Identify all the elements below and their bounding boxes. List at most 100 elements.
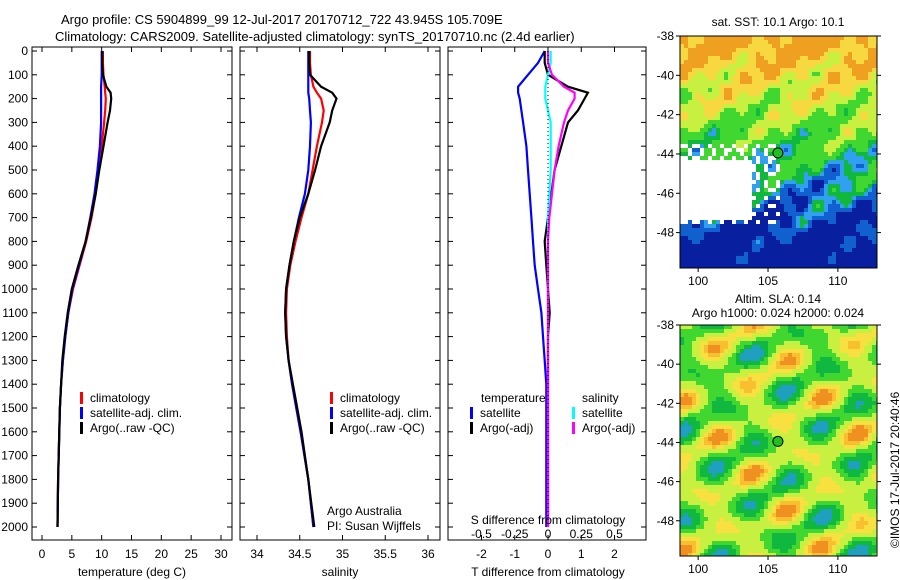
- map-cell: [680, 381, 684, 385]
- map-cell: [804, 92, 808, 96]
- map-cell: [712, 365, 716, 369]
- map-cell: [708, 104, 712, 108]
- map-cell: [768, 64, 772, 68]
- map-cell: [784, 92, 788, 96]
- map-cell: [864, 264, 868, 268]
- map-cell: [748, 244, 752, 248]
- y-tick-label: 1800: [1, 472, 28, 486]
- map-cell: [724, 248, 728, 252]
- map-cell: [736, 68, 740, 72]
- map-cell: [872, 393, 876, 397]
- map-cell: [840, 104, 844, 108]
- map-cell: [704, 240, 708, 244]
- map-cell: [840, 92, 844, 96]
- map-cell: [768, 96, 772, 100]
- map-cell: [740, 80, 744, 84]
- map-cell: [712, 60, 716, 64]
- map-cell: [776, 212, 780, 216]
- map-cell: [800, 337, 804, 341]
- map-cell: [708, 365, 712, 369]
- map-cell: [832, 180, 836, 184]
- map-cell: [748, 144, 752, 148]
- map-cell: [700, 196, 704, 200]
- map-cell: [848, 260, 852, 264]
- map-cell: [824, 52, 828, 56]
- map-cell: [780, 44, 784, 48]
- map-cell: [820, 361, 824, 365]
- map-cell: [812, 385, 816, 389]
- map-cell: [832, 417, 836, 421]
- map-cell: [872, 449, 876, 453]
- map-cell: [744, 397, 748, 401]
- map-cell: [724, 413, 728, 417]
- map-cell: [772, 337, 776, 341]
- map-cell: [796, 136, 800, 140]
- y-tick-label: 100: [8, 68, 28, 82]
- map-cell: [800, 192, 804, 196]
- map-cell: [828, 437, 832, 441]
- map-cell: [792, 64, 796, 68]
- map-cell: [740, 393, 744, 397]
- map-cell: [756, 72, 760, 76]
- map-cell: [736, 104, 740, 108]
- map-cell: [760, 357, 764, 361]
- map-cell: [696, 208, 700, 212]
- map-cell: [744, 449, 748, 453]
- map-cell: [848, 373, 852, 377]
- map-cell: [860, 36, 864, 40]
- map-cell: [704, 96, 708, 100]
- map-cell: [752, 224, 756, 228]
- map-cell: [804, 120, 808, 124]
- map-cell: [680, 465, 684, 469]
- map-cell: [708, 457, 712, 461]
- map-cell: [684, 361, 688, 365]
- legend-swatch: [80, 422, 83, 434]
- map-cell: [800, 216, 804, 220]
- map-cell: [772, 389, 776, 393]
- map-cell: [852, 333, 856, 337]
- map-cell: [808, 441, 812, 445]
- map-cell: [688, 461, 692, 465]
- map-cell: [720, 132, 724, 136]
- map-cell: [872, 136, 876, 140]
- map-cell: [848, 68, 852, 72]
- map-cell: [820, 196, 824, 200]
- map-cell: [728, 333, 732, 337]
- map-cell: [872, 52, 876, 56]
- map-cell: [768, 437, 772, 441]
- map-cell: [848, 256, 852, 260]
- map-cell: [852, 208, 856, 212]
- map-cell: [784, 120, 788, 124]
- map-cell: [776, 228, 780, 232]
- map-cell: [680, 236, 684, 240]
- map-cell: [828, 168, 832, 172]
- map-cell: [768, 421, 772, 425]
- map-cell: [836, 224, 840, 228]
- map-cell: [756, 240, 760, 244]
- map-cell: [688, 345, 692, 349]
- map-cell: [772, 124, 776, 128]
- map-cell: [796, 156, 800, 160]
- map-cell: [700, 84, 704, 88]
- map-cell: [828, 56, 832, 60]
- map-cell: [696, 385, 700, 389]
- map-cell: [700, 136, 704, 140]
- map-cell: [740, 168, 744, 172]
- map-cell: [692, 397, 696, 401]
- map-cell: [824, 256, 828, 260]
- map-cell: [760, 445, 764, 449]
- y-tick-label: 1500: [1, 401, 28, 415]
- map-cell: [868, 345, 872, 349]
- map-cell: [852, 377, 856, 381]
- map-cell: [716, 168, 720, 172]
- map-cell: [788, 204, 792, 208]
- map-cell: [696, 40, 700, 44]
- map-cell: [788, 92, 792, 96]
- map-cell: [704, 228, 708, 232]
- map-cell: [856, 441, 860, 445]
- map-cell: [728, 232, 732, 236]
- map-cell: [792, 96, 796, 100]
- map-cell: [856, 381, 860, 385]
- map-cell: [716, 425, 720, 429]
- map-cell: [748, 381, 752, 385]
